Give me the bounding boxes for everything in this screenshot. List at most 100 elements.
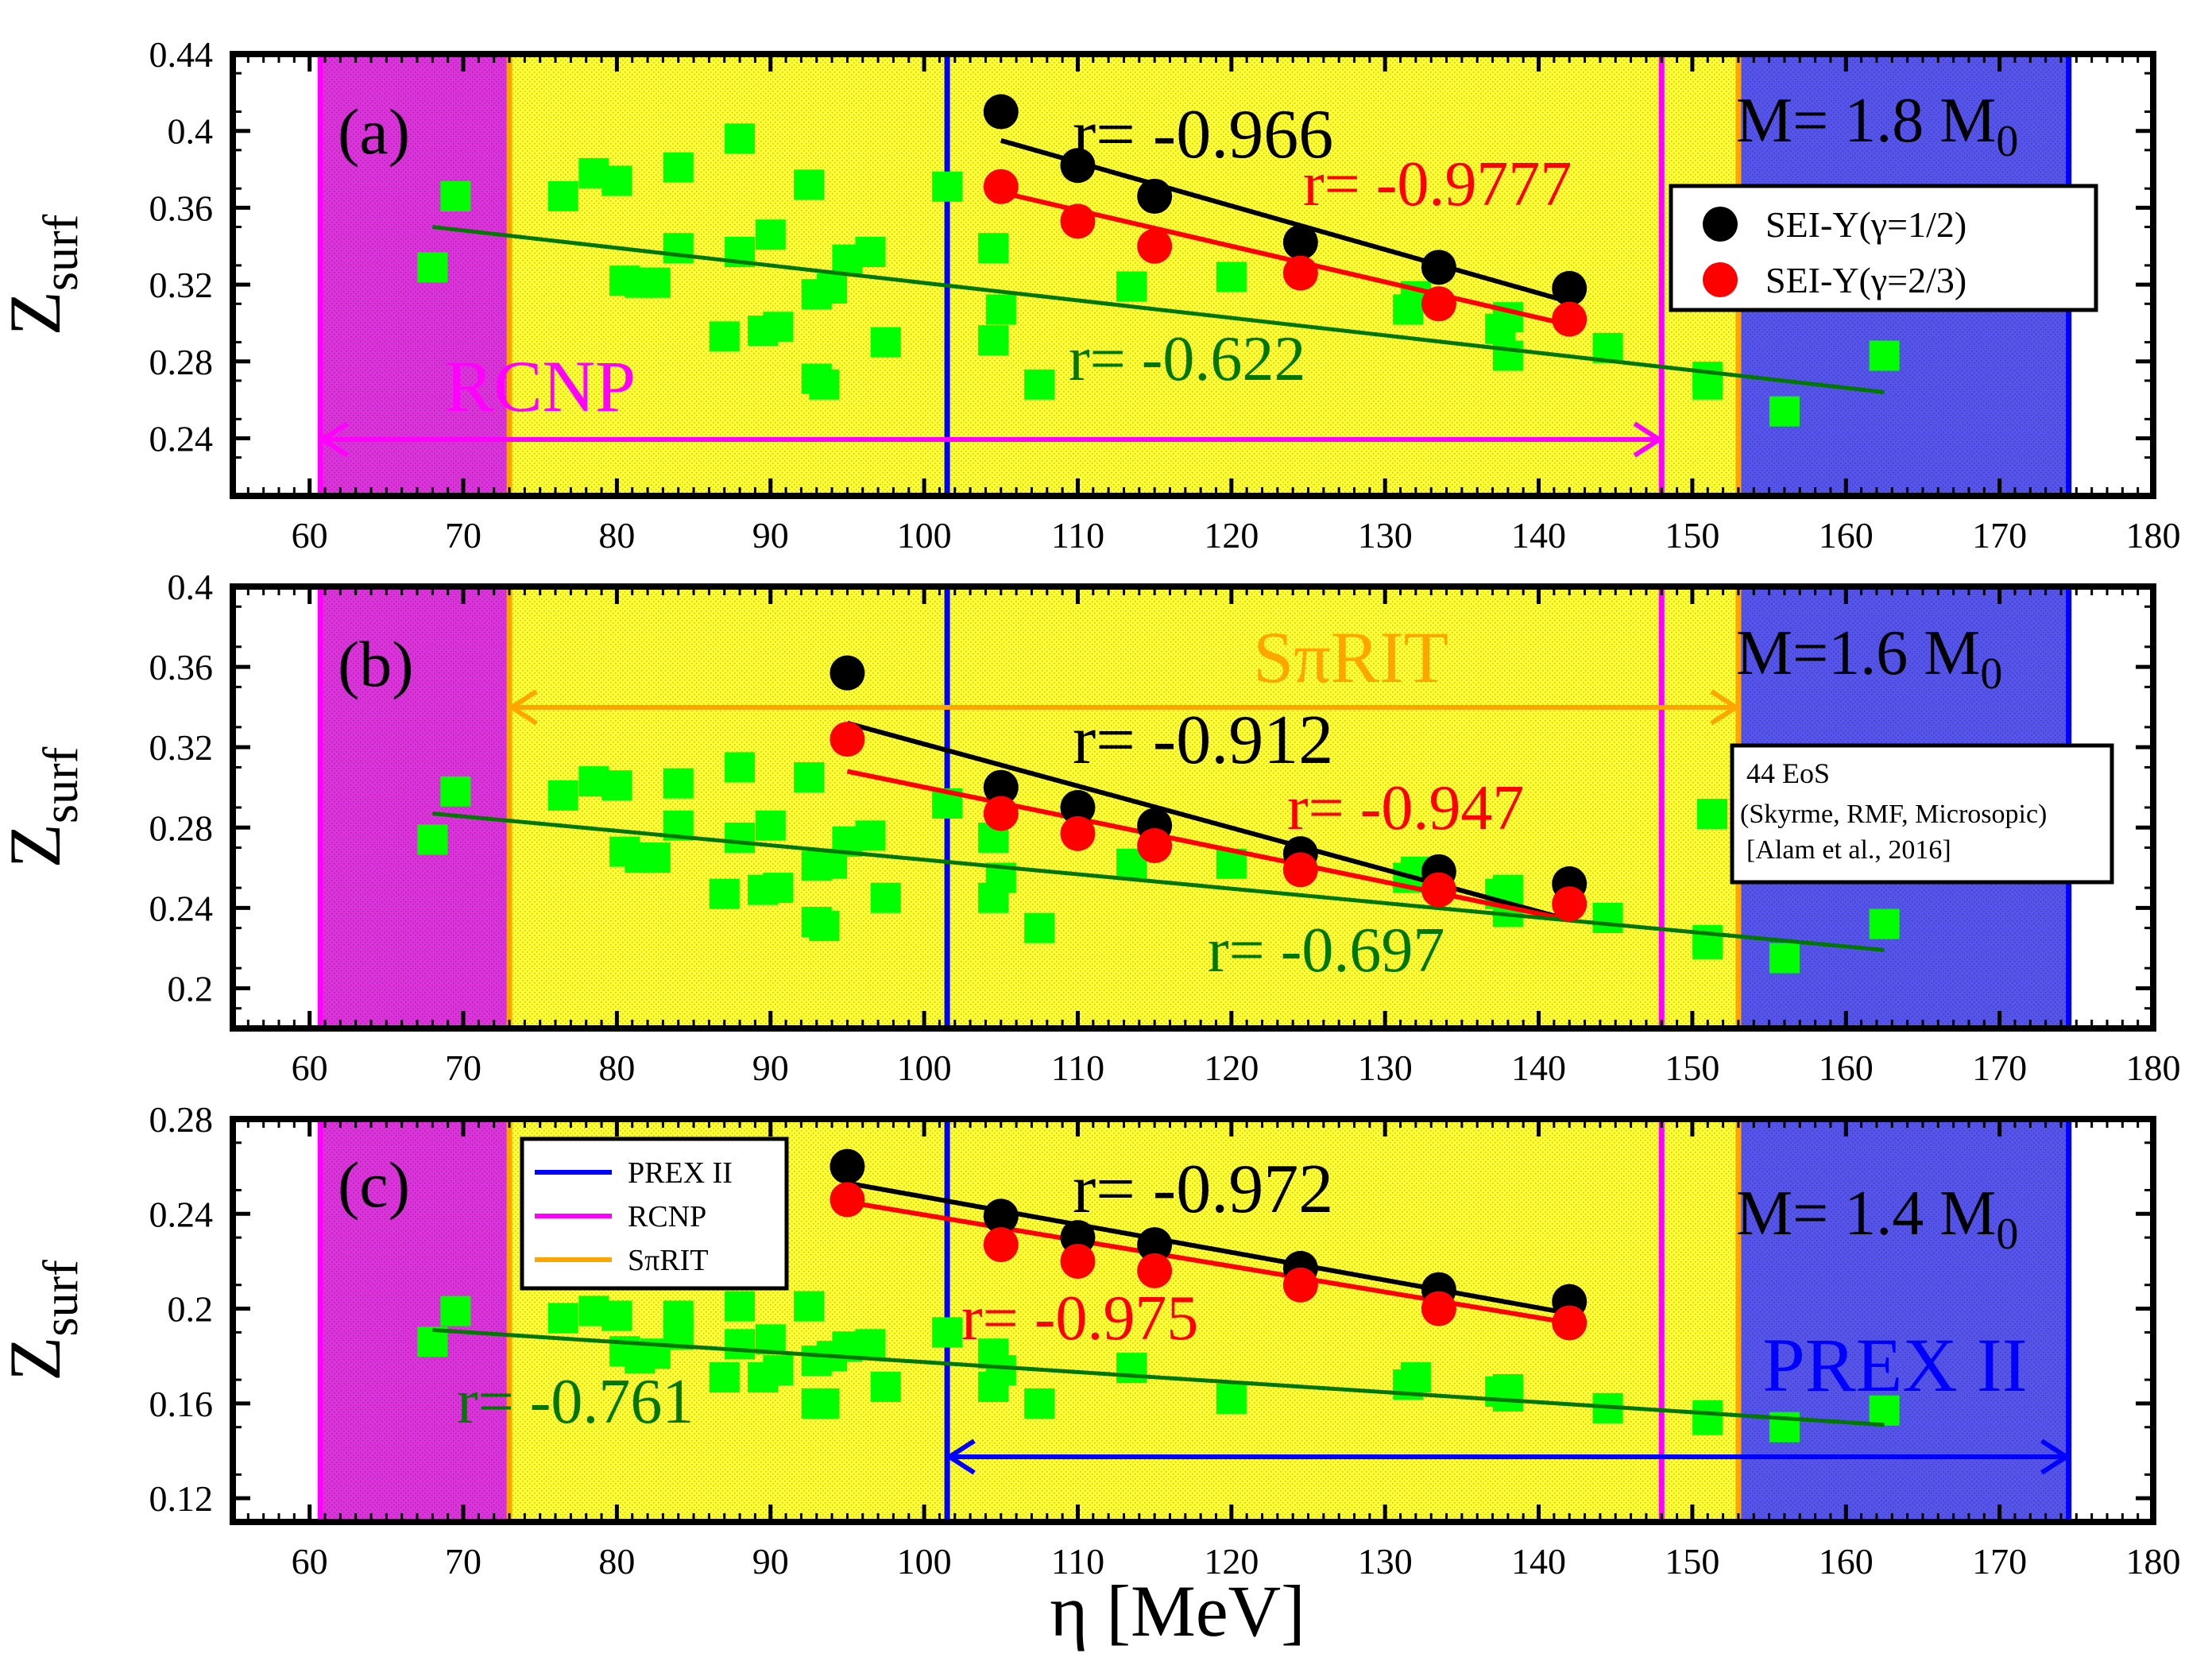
legend-eos-box — [1730, 743, 2114, 885]
plot-frame — [230, 1116, 2156, 1525]
eos-point — [870, 882, 901, 913]
spirit-arrow — [507, 689, 1741, 726]
mass-label-main: M=1.6 M — [1736, 618, 1980, 688]
eos-point — [763, 873, 794, 904]
sei-twothirds-point — [983, 1227, 1019, 1263]
x-tick-label: 150 — [1665, 515, 1719, 556]
sei-twothirds-point — [1137, 1253, 1173, 1288]
y-tick-label: 0.28 — [149, 342, 214, 382]
mass-label-sub: 0 — [1980, 649, 2002, 699]
r-label-black: r= -0.972 — [1073, 1151, 1333, 1228]
sei-half-point — [983, 1199, 1019, 1234]
y-tick-label: 0.12 — [149, 1478, 214, 1519]
eos-point — [755, 810, 786, 841]
eos-point — [1116, 271, 1147, 302]
sei-twothirds-point — [983, 168, 1019, 204]
x-tick-label: 100 — [897, 515, 952, 556]
spirit-region-texture — [509, 587, 1738, 1028]
y-axis-label-sub: surf — [34, 214, 88, 291]
sei-half-point — [830, 1148, 865, 1184]
y-axis-label-main: Z — [0, 1337, 75, 1381]
legend-prex-label: PREX II — [628, 1156, 733, 1190]
y-tick-label: 0.44 — [149, 34, 214, 75]
spirit-arrow-head-right — [1710, 689, 1741, 726]
eos-point — [663, 233, 694, 264]
x-tick-label: 120 — [1204, 1047, 1259, 1088]
x-tick-label: 180 — [2126, 1047, 2181, 1088]
prex-arrow-head-left — [945, 1439, 976, 1475]
sei-half-point — [1282, 224, 1318, 260]
r-label-red: r= -0.947 — [1287, 773, 1524, 843]
y-tick-label: 0.2 — [168, 1289, 214, 1330]
rcnp-arrow — [318, 421, 1664, 458]
x-tick-label: 70 — [445, 515, 481, 556]
sei-twothirds-point — [1060, 203, 1096, 239]
x-tick-label: 90 — [752, 1541, 789, 1582]
eos-point — [932, 1317, 963, 1348]
eos-point — [794, 169, 825, 200]
x-tick-label: 60 — [292, 1541, 328, 1582]
eos-point — [601, 1300, 632, 1331]
sei-twothirds-point — [1282, 1267, 1318, 1303]
eos-point — [794, 762, 825, 793]
y-axis-label-sub: surf — [34, 1260, 88, 1337]
y-tick-label: 0.16 — [149, 1384, 214, 1424]
sei-twothirds-point — [1552, 1305, 1587, 1341]
legend-sei-twothirds-label: SEI-Y(γ=2/3) — [1765, 260, 1966, 300]
r-label-green: r= -0.622 — [1069, 324, 1305, 394]
eos-point — [755, 219, 786, 250]
eos-point — [663, 768, 694, 799]
sei-twothirds-point — [830, 722, 865, 757]
sei-half-point — [1060, 148, 1096, 184]
sei-twothirds-point — [1552, 886, 1587, 922]
sei-twothirds-point — [1421, 872, 1456, 908]
eos-point — [817, 273, 848, 304]
panel-label: (c) — [338, 1148, 410, 1221]
legend-rcnp-label: RCNP — [628, 1200, 706, 1233]
r-label-green: r= -0.761 — [457, 1367, 694, 1437]
x-tick-label: 90 — [752, 1047, 789, 1088]
eos-point — [1492, 340, 1523, 371]
sei-twothirds-point — [1137, 828, 1173, 864]
eos-point — [1024, 369, 1055, 400]
x-tick-label: 130 — [1358, 1047, 1413, 1088]
y-tick-label: 0.36 — [149, 188, 214, 228]
sei-half-point — [983, 94, 1019, 130]
x-tick-label: 160 — [1819, 1541, 1874, 1582]
spirit-arrow-label: SπRIT — [1253, 617, 1448, 698]
eos-point — [932, 171, 963, 202]
green-fit-line — [432, 1327, 1885, 1427]
y-tick-label: 0.24 — [149, 1194, 214, 1234]
mass-label-main: M= 1.8 M — [1736, 86, 1996, 156]
x-tick-label: 140 — [1511, 1541, 1566, 1582]
rcnp-region-texture — [320, 1119, 510, 1522]
eos-point — [1769, 396, 1800, 427]
mass-label: M=1.6 M0 — [1736, 618, 2002, 699]
r-label-red: r= -0.9777 — [1303, 149, 1572, 219]
eos-point — [725, 1291, 756, 1322]
y-axis-label-main: Z — [0, 823, 75, 868]
legend-lines: PREX II RCNP SπRIT — [520, 1137, 789, 1291]
sei-twothirds-point — [1060, 1243, 1096, 1279]
eos-point — [1400, 1362, 1431, 1393]
sei-twothirds-point — [1282, 255, 1318, 291]
eos-point — [870, 327, 901, 358]
rcnp-region-texture — [320, 54, 510, 496]
rcnp-region-texture — [320, 587, 510, 1028]
x-tick-label: 80 — [598, 1047, 635, 1088]
x-tick-label: 120 — [1204, 1541, 1259, 1582]
eos-point — [978, 233, 1009, 264]
mass-label: M= 1.8 M0 — [1736, 86, 2018, 166]
y-tick-label: 0.2 — [168, 968, 214, 1009]
y-tick-label: 0.24 — [149, 888, 214, 928]
panel-c: PREX II (c) M= 1.4 M0 r= -0.972 r= -0.975 r= … — [0, 1099, 2181, 1582]
sei-half-point — [1137, 178, 1173, 214]
eos-point — [417, 824, 448, 855]
rcnp-arrow-label: RCNP — [445, 346, 636, 427]
eos-point — [985, 294, 1016, 325]
x-tick-label: 110 — [1051, 1541, 1104, 1582]
x-tick-label: 170 — [1972, 1541, 2027, 1582]
y-tick-label: 0.24 — [149, 418, 214, 459]
